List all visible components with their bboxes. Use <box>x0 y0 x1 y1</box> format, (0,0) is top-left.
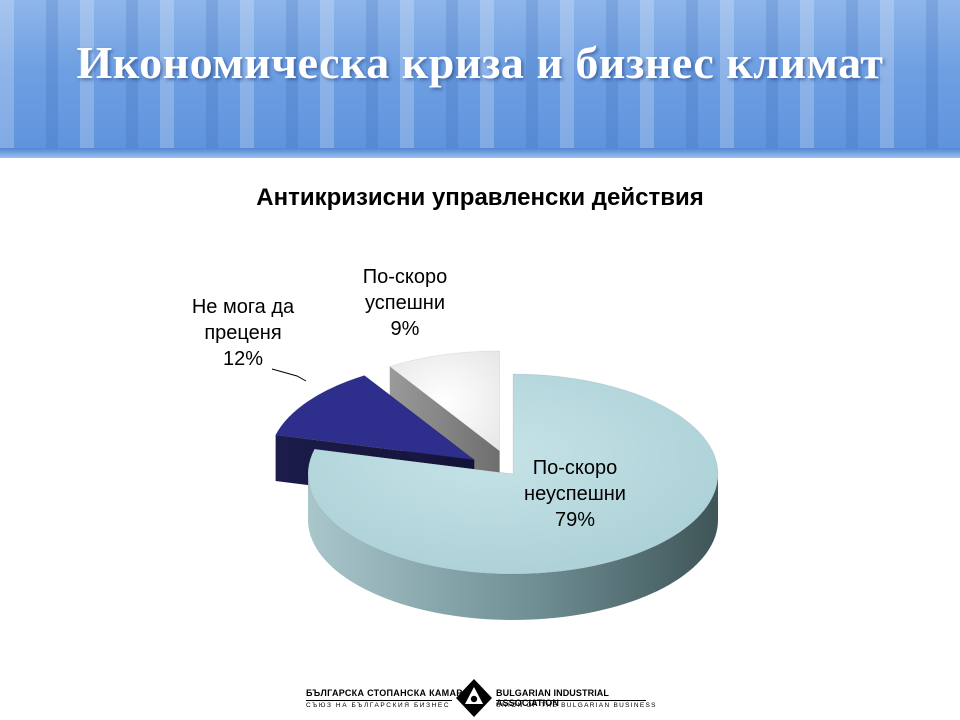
association-logo-icon <box>456 679 492 717</box>
footer-rule-right <box>496 700 646 701</box>
footer-logo-bar: БЪЛГАРСКА СТОПАНСКА КАМАРА СЪЮЗ НА БЪЛГА… <box>300 676 660 720</box>
pie-percent-label: 12% <box>223 348 263 370</box>
pie-slice <box>307 373 719 620</box>
pie-category-label: Не мога да <box>192 296 295 318</box>
chart-title: Антикризисни управленски действия <box>256 184 704 211</box>
slide-title: Икономическа криза и бизнес климат <box>76 37 884 88</box>
footer-org-sub-bg: СЪЮЗ НА БЪЛГАРСКИЯ БИЗНЕС <box>306 702 451 709</box>
banner-stripes <box>0 0 960 158</box>
pie-slice-top <box>307 373 719 575</box>
pie-category-label: успешни <box>365 292 445 314</box>
footer-rule-left <box>306 700 452 701</box>
pie-slice-top <box>274 375 476 461</box>
pie-slice-top <box>388 350 501 452</box>
pie-slice-side <box>308 473 718 620</box>
banner-bottom-line <box>0 148 960 158</box>
title-banner <box>0 0 960 158</box>
pie-percent-label: 79% <box>555 509 595 531</box>
footer-org-name-bg: БЪЛГАРСКА СТОПАНСКА КАМАРА <box>306 688 469 698</box>
pie-category-label: преценя <box>204 322 281 344</box>
pie-category-label: По-скоро <box>533 457 618 479</box>
pie-leader-line <box>271 368 307 382</box>
pie-percent-label: 9% <box>391 318 420 340</box>
pie-category-label: неуспешни <box>524 483 626 505</box>
footer-org-sub-en: UNION OF THE BULGARIAN BUSINESS <box>496 702 657 709</box>
pie-category-label: По-скоро <box>363 266 448 288</box>
footer-org-name-en: BULGARIAN INDUSTRIAL ASSOCIATION <box>496 688 609 708</box>
